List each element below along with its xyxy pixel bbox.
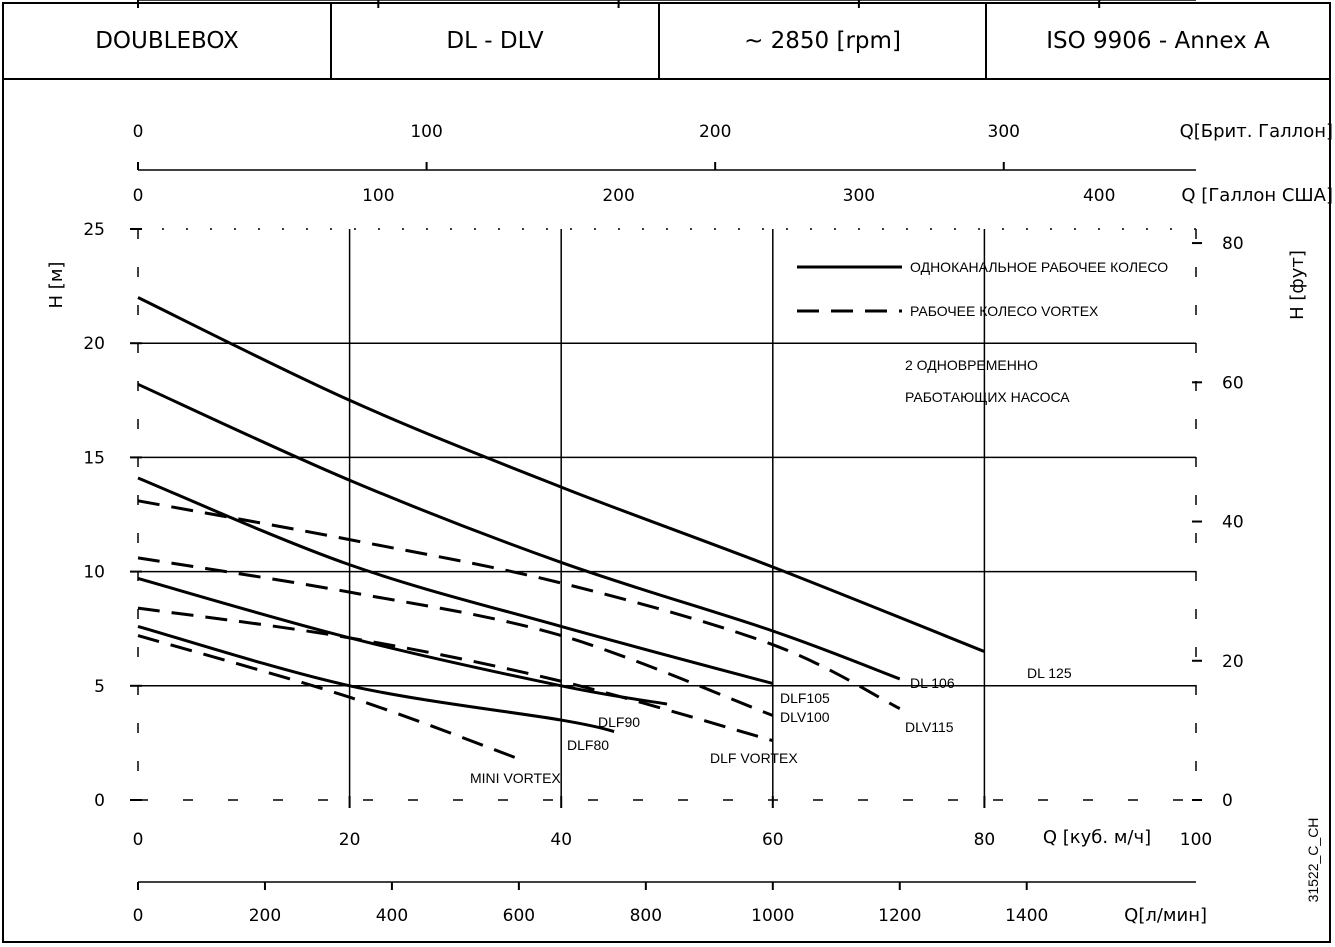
y2-tick-label: 80 (1222, 234, 1244, 254)
y2-tick-label: 20 (1222, 652, 1244, 672)
y-tick-label: 10 (83, 563, 105, 583)
x-tick-label: 60 (762, 830, 784, 850)
curve-label-dlf-vortex: DLF VORTEX (710, 750, 798, 766)
us-gallon-axis-tick-label: 100 (362, 186, 394, 206)
lmin-axis-tick-label: 1000 (751, 906, 794, 926)
us-gallon-axis-label: Q [Галлон США] (1181, 185, 1333, 206)
image-id-label: 31522_C_CH (1305, 818, 1321, 903)
curve-label-dl-106: DL 106 (910, 675, 955, 691)
us-gallon-axis-tick-label: 300 (843, 186, 875, 206)
header-bar: DOUBLEBOX DL - DLV ~ 2850 [rpm] ISO 9906… (4, 4, 1329, 80)
lmin-axis-label: Q[л/мин] (1124, 905, 1207, 926)
x-tick-label: 40 (550, 830, 572, 850)
header-series: DOUBLEBOX (4, 4, 332, 78)
y-tick-label: 0 (94, 791, 105, 811)
y2-tick-label: 0 (1222, 791, 1233, 811)
curve-label-dlf105: DLF105 (780, 690, 830, 706)
x-tick-label: 20 (339, 830, 361, 850)
curve-dl-125 (137, 296, 985, 653)
curve-label-dl-125: DL 125 (1027, 665, 1072, 681)
curve-mini-vortex (137, 634, 520, 761)
header-model: DL - DLV (332, 4, 660, 78)
header-standard: ISO 9906 - Annex A (1046, 28, 1270, 54)
curve-dlf80 (137, 624, 615, 733)
x-tick-label: 100 (1180, 830, 1212, 850)
curve-dl-106 (137, 382, 901, 681)
y-tick-label: 20 (83, 334, 105, 354)
us-gallon-axis-tick-label: 0 (133, 186, 144, 206)
curve-label-dlv100: DLV100 (780, 709, 830, 725)
y-tick-label: 25 (83, 220, 105, 240)
note-line-1: 2 ОДНОВРЕМЕННО (905, 357, 1038, 373)
legend-solid-label: ОДНОКАНАЛЬНОЕ РАБОЧЕЕ КОЛЕСО (910, 259, 1168, 275)
legend-dashed-label: РАБОЧЕЕ КОЛЕСО VORTEX (910, 303, 1099, 319)
curve-label-dlf80: DLF80 (567, 737, 609, 753)
lmin-axis-tick-label: 800 (630, 906, 662, 926)
x-axis-label: Q [куб. м/ч] (1043, 827, 1151, 848)
lmin-axis-tick-label: 1200 (878, 906, 921, 926)
note-line-2: РАБОТАЮЩИХ НАСОСА (905, 389, 1070, 405)
x-tick-label: 0 (133, 830, 144, 850)
us-gallon-axis-tick-label: 200 (602, 186, 634, 206)
header-speed: ~ 2850 [rpm] (660, 4, 987, 78)
y2-tick-label: 60 (1222, 373, 1244, 393)
curve-dlf105 (137, 476, 774, 685)
curve-dlf-vortex (137, 606, 774, 743)
curve-dlv100 (137, 556, 774, 717)
lmin-axis-tick-label: 1400 (1005, 906, 1048, 926)
us-gallon-axis-tick-label: 400 (1083, 186, 1115, 206)
curve-label-mini-vortex: MINI VORTEX (470, 770, 561, 786)
lmin-axis-tick-label: 400 (376, 906, 408, 926)
y2-tick-label: 40 (1222, 513, 1244, 533)
y2-axis-label: H [фут] (1287, 250, 1308, 320)
uk-gallon-axis-tick-label: 300 (988, 122, 1020, 142)
y-tick-label: 15 (83, 448, 105, 468)
curve-label-dlf90: DLF90 (598, 714, 640, 730)
uk-gallon-axis-label: Q[Брит. Галлон] (1180, 121, 1333, 142)
y-axis-label: H [м] (46, 262, 67, 309)
lmin-axis-tick-label: 600 (503, 906, 535, 926)
uk-gallon-axis-tick-label: 0 (133, 122, 144, 142)
curve-dlv115 (137, 499, 901, 710)
curve-label-dlv115: DLV115 (905, 719, 954, 735)
uk-gallon-axis-tick-label: 200 (699, 122, 731, 142)
y-tick-label: 5 (94, 677, 105, 697)
lmin-axis-tick-label: 0 (133, 906, 144, 926)
lmin-axis-tick-label: 200 (249, 906, 281, 926)
x-tick-label: 80 (974, 830, 996, 850)
uk-gallon-axis-tick-label: 100 (410, 122, 442, 142)
